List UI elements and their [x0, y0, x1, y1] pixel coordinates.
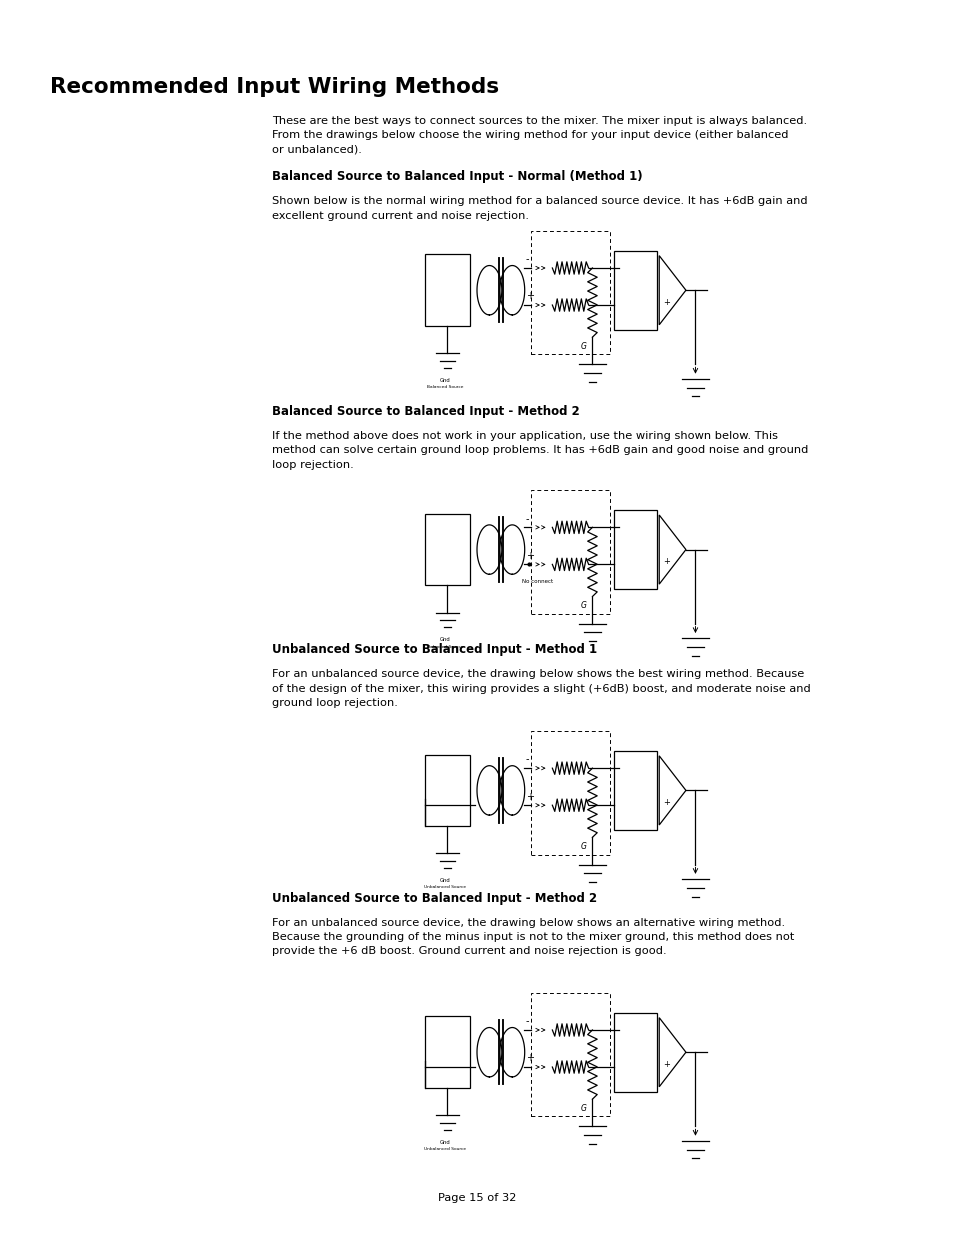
Text: Recommended Input Wiring Methods: Recommended Input Wiring Methods	[50, 77, 498, 96]
Text: No connect: No connect	[521, 579, 552, 584]
Text: Gnd: Gnd	[439, 1140, 451, 1145]
Text: Shown below is the normal wiring method for a balanced source device. It has +6d: Shown below is the normal wiring method …	[272, 196, 806, 221]
Text: G: G	[580, 1104, 586, 1113]
Text: Balanced Source to Balanced Input - Normal (Method 1): Balanced Source to Balanced Input - Norm…	[272, 170, 641, 184]
Text: +: +	[525, 1053, 533, 1063]
Text: +: +	[525, 551, 533, 561]
Text: -: -	[525, 514, 529, 524]
Text: +: +	[525, 291, 533, 301]
Text: -: -	[525, 1016, 529, 1026]
Text: +: +	[662, 557, 669, 567]
Text: -: -	[525, 755, 529, 764]
Text: -: -	[525, 254, 529, 264]
Text: Page 15 of 32: Page 15 of 32	[437, 1193, 516, 1203]
Text: +: +	[662, 1060, 669, 1070]
Text: If the method above does not work in your application, use the wiring shown belo: If the method above does not work in you…	[272, 431, 807, 469]
Text: Unbalanced Source to Balanced Input - Method 2: Unbalanced Source to Balanced Input - Me…	[272, 892, 597, 905]
Text: Balanced Source to Balanced Input - Method 2: Balanced Source to Balanced Input - Meth…	[272, 405, 579, 419]
Text: Unbalanced Source: Unbalanced Source	[424, 885, 466, 889]
Text: G: G	[580, 842, 586, 851]
Text: For an unbalanced source device, the drawing below shows an alternative wiring m: For an unbalanced source device, the dra…	[272, 918, 794, 956]
Text: Gnd: Gnd	[439, 878, 451, 883]
Text: Unbalanced Source: Unbalanced Source	[424, 1147, 466, 1151]
Text: These are the best ways to connect sources to the mixer. The mixer input is alwa: These are the best ways to connect sourc…	[272, 116, 806, 154]
Text: Balanced Source: Balanced Source	[427, 385, 463, 389]
Text: +: +	[662, 298, 669, 308]
Text: For an unbalanced source device, the drawing below shows the best wiring method.: For an unbalanced source device, the dra…	[272, 669, 810, 708]
Text: Unbalanced Source to Balanced Input - Method 1: Unbalanced Source to Balanced Input - Me…	[272, 643, 597, 657]
Text: G: G	[580, 342, 586, 351]
Text: Gnd: Gnd	[439, 378, 451, 383]
Text: G: G	[580, 601, 586, 610]
Text: +: +	[525, 792, 533, 802]
Text: Balanced Source: Balanced Source	[427, 645, 463, 648]
Text: Gnd: Gnd	[439, 637, 451, 642]
Text: +: +	[662, 798, 669, 808]
